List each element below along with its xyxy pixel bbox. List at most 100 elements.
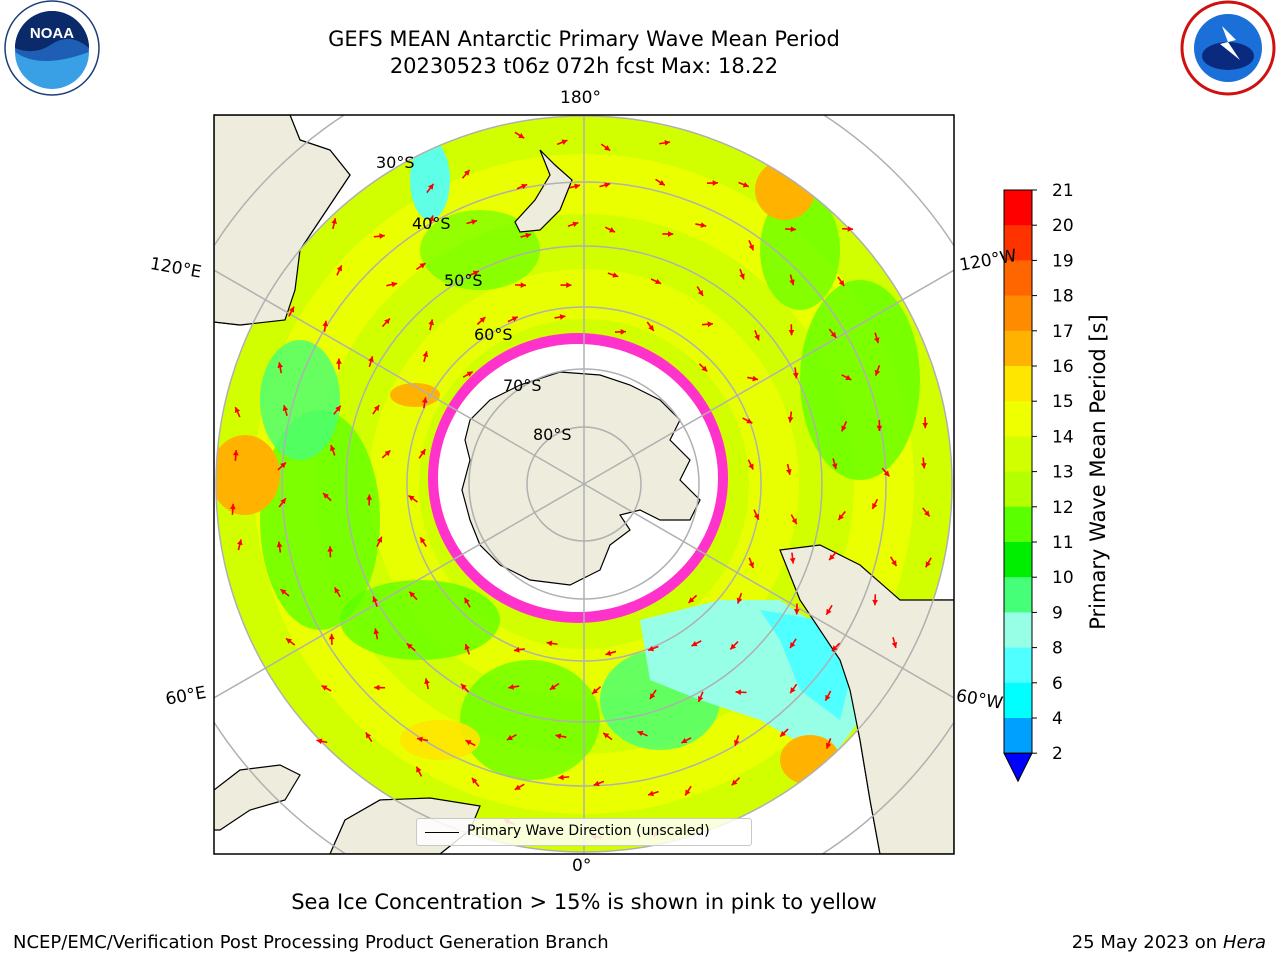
wave-arrow: [684, 785, 692, 796]
wave-arrow: [428, 215, 435, 227]
colorbar-segment: [1004, 682, 1032, 719]
wave-arrow: [424, 678, 430, 690]
date-stamp: 25 May 2023 on Hera: [1072, 932, 1266, 953]
wave-arrow: [330, 444, 336, 456]
wave-arrow: [599, 182, 611, 188]
wave-arrow: [828, 328, 837, 339]
wave-arrow: [373, 628, 380, 640]
wave-arrow: [408, 494, 418, 503]
wave-arrow: [406, 642, 416, 652]
wave-arrow: [841, 421, 848, 432]
lon-label-0: 0°: [572, 856, 592, 876]
wave-arrow: [386, 281, 398, 288]
wave-arrow: [333, 405, 342, 415]
wave-arrow: [555, 733, 567, 740]
wave-arrow: [789, 683, 798, 694]
wave-arrow: [232, 449, 239, 462]
wave-arrow: [748, 557, 755, 569]
colorbar-tick-label: 17: [1052, 322, 1074, 342]
wave-arrow: [282, 405, 289, 417]
wave-arrow: [784, 226, 797, 233]
wave-arrow: [680, 737, 692, 744]
colorbar-tick-label: 14: [1052, 427, 1074, 447]
wave-arrow: [376, 536, 383, 547]
colorbar-segment: [1004, 436, 1032, 473]
colorbar-tick-label: 2: [1052, 744, 1063, 764]
colorbar-tick-label: 18: [1052, 287, 1074, 307]
wave-arrow: [513, 646, 525, 653]
wave-arrow: [788, 324, 795, 336]
wave-arrow: [706, 180, 719, 186]
wave-arrow: [421, 397, 428, 409]
wave-arrow: [415, 766, 423, 777]
wave-arrow: [889, 556, 898, 567]
wave-arrow: [874, 365, 881, 376]
wave-arrow: [277, 461, 287, 471]
wave-arrow: [876, 419, 883, 432]
wave-arrow: [662, 231, 674, 237]
graticule: [214, 115, 954, 854]
wave-arrow: [695, 222, 707, 228]
colorbar-segment: [1004, 366, 1032, 402]
wave-arrow: [476, 316, 486, 326]
wave-arrow: [462, 370, 474, 378]
wave-arrow: [556, 139, 568, 146]
wave-arrow: [792, 367, 799, 379]
wave-arrow: [831, 642, 841, 652]
wave-arrow: [650, 278, 662, 285]
legend-line-swatch: [425, 832, 459, 833]
wave-arrow: [701, 321, 714, 328]
wave-arrow: [516, 183, 528, 190]
noaa-logo-text: NOAA: [30, 25, 74, 42]
colorbar-tick-label: 10: [1052, 568, 1074, 588]
wave-arrow: [824, 690, 832, 702]
wave-arrow: [828, 551, 838, 561]
wave-arrow: [285, 637, 296, 646]
wave-arrow: [637, 730, 648, 737]
colorbar-segment: [1004, 260, 1032, 297]
wave-arrow: [607, 272, 619, 278]
wave-arrow: [416, 262, 426, 271]
wave-arrow: [842, 226, 854, 232]
wave-arrow: [920, 457, 927, 469]
wave-arrow: [471, 777, 480, 787]
wave-arrow: [604, 226, 616, 233]
wave-arrow: [605, 650, 617, 656]
wave-arrow: [229, 503, 236, 515]
wave-arrow: [506, 733, 517, 741]
wave-arrow: [331, 218, 337, 230]
wave-arrow: [381, 317, 391, 328]
wave-arrow: [649, 689, 657, 700]
wave-arrow: [825, 738, 832, 749]
nws-logo: [1176, 0, 1280, 100]
chart-subtitle: 20230523 t06z 072h fcst Max: 18.22: [389, 54, 779, 78]
wave-arrow: [374, 684, 386, 691]
wave-arrow: [520, 232, 532, 239]
wave-arrow: [336, 265, 343, 276]
colorbar-tick-label: 19: [1052, 251, 1074, 271]
colorbar-segment: [1004, 295, 1032, 332]
wave-arrow: [468, 270, 480, 277]
wave-arrow: [381, 449, 391, 459]
wave-arrow: [831, 458, 838, 470]
wave-arrow: [786, 463, 792, 475]
date-text: 25 May 2023 on: [1071, 932, 1218, 953]
wave-arrow: [463, 597, 471, 608]
wave-arrow: [408, 591, 418, 601]
machine-name: Hera: [1222, 932, 1266, 953]
colorbar: 21 20 19 18 17 16 15 14 13 12 11 10 9 8 6 4 2: [1003, 181, 1074, 783]
wave-arrow: [789, 552, 796, 564]
colorbar-tick-label: 9: [1052, 603, 1063, 623]
wave-arrow: [736, 592, 743, 604]
wave-arrow: [558, 774, 570, 781]
wave-arrow: [891, 637, 898, 649]
wave-arrow: [365, 732, 373, 743]
colorbar-tick-label: 15: [1052, 392, 1074, 412]
wave-arrow: [696, 286, 704, 297]
wave-arrow: [508, 684, 520, 690]
wave-arrow: [602, 732, 613, 741]
wave-arrow: [461, 169, 471, 179]
wave-arrow: [925, 557, 932, 568]
wave-arrow: [742, 417, 753, 424]
lat-label-40s: 40°S: [412, 214, 451, 233]
